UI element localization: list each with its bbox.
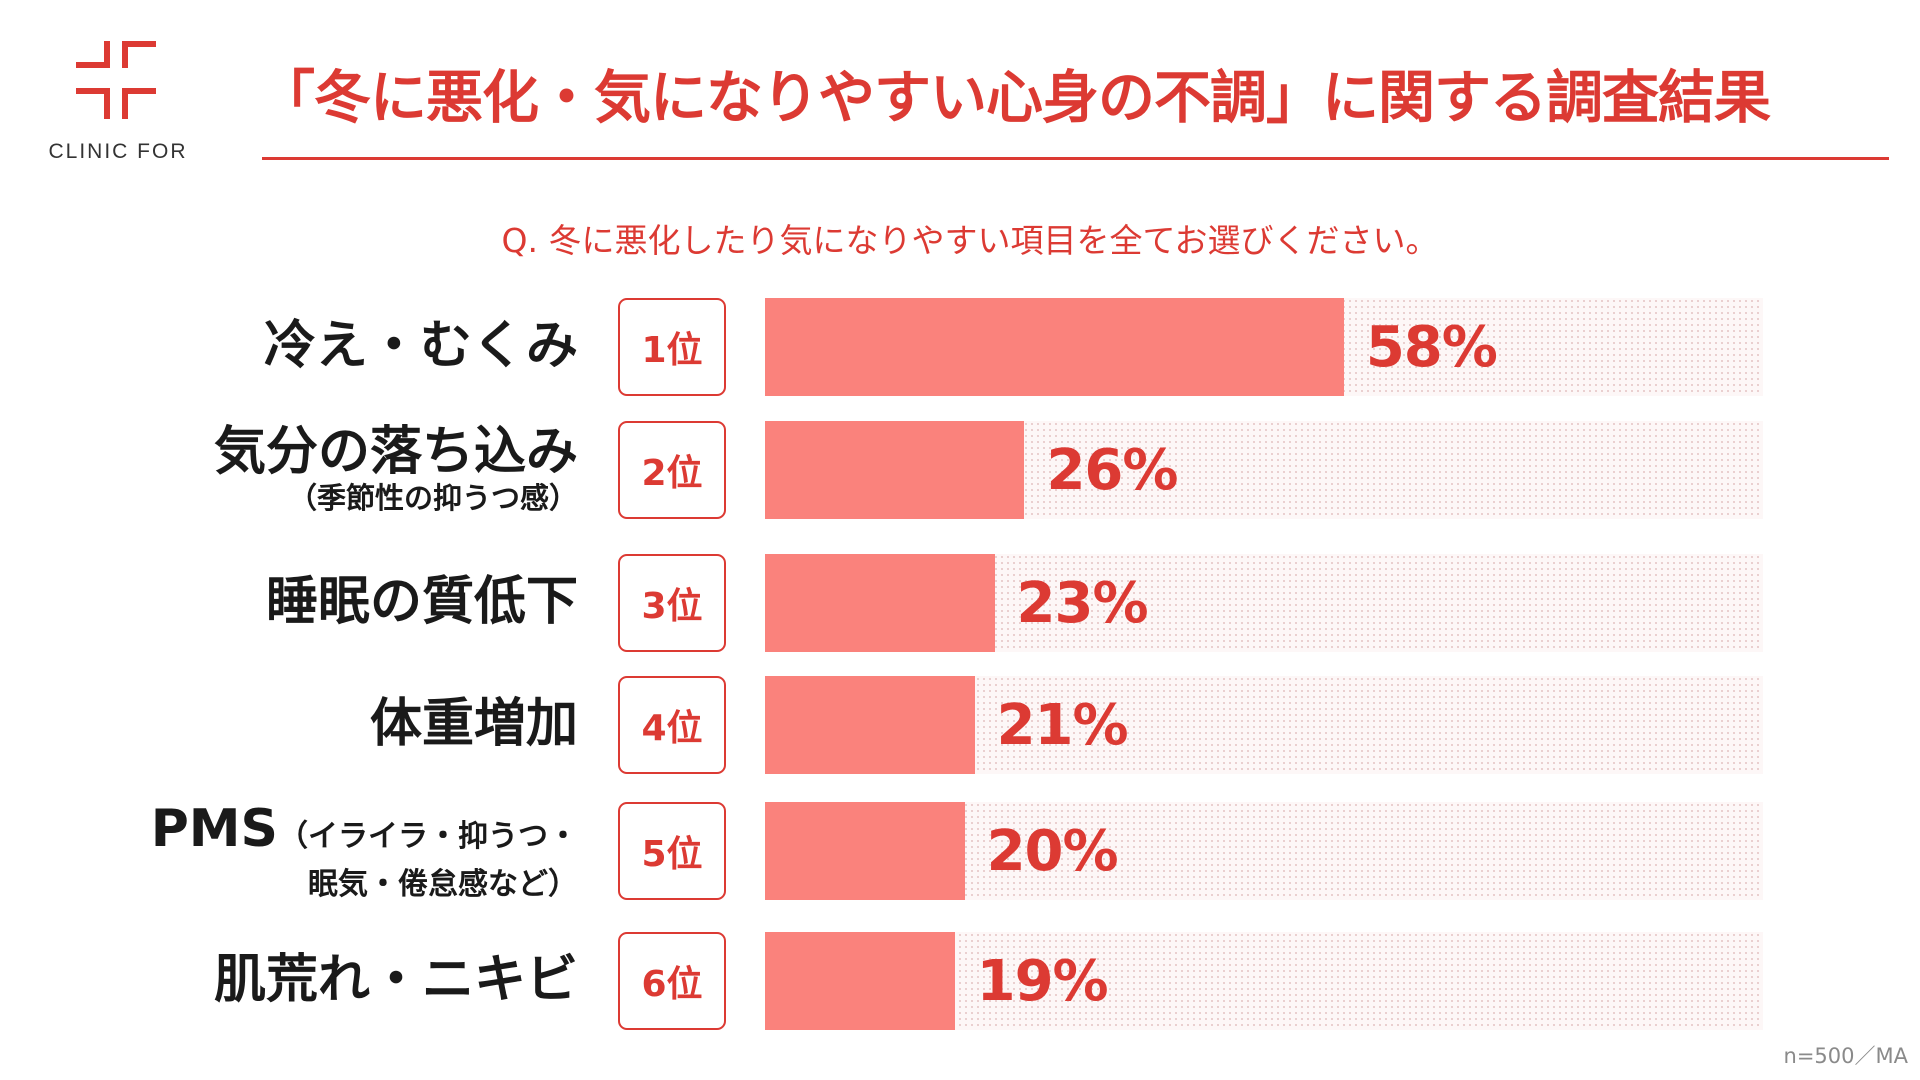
category-label-sub: （季節性の抑うつ感） [287, 481, 578, 516]
category-label-main: PMS [150, 799, 278, 859]
category-label-main: 気分の落ち込み [213, 422, 578, 482]
bar [765, 554, 995, 652]
category-label: PMS（イライラ・抑うつ・ 眠気・倦怠感など） [150, 799, 578, 902]
category-label: 冷え・むくみ [264, 298, 578, 396]
brand-name: CLINIC FOR [48, 140, 188, 163]
category-label: 体重増加 [370, 676, 578, 774]
bar-track: 19% [765, 932, 1763, 1030]
rank-badge: 2位 [618, 421, 726, 519]
clinic-for-logo-icon [76, 41, 156, 119]
category-label-main: 冷え・むくみ [263, 316, 578, 377]
bar-track: 23% [765, 554, 1763, 652]
bar-track: 21% [765, 676, 1763, 774]
bar [765, 298, 1344, 396]
page-title: 「冬に悪化・気になりやすい心身の不調」に関する調査結果 [258, 65, 1771, 131]
value-label: 26% [1046, 437, 1178, 503]
rank-badge: 3位 [618, 554, 726, 652]
category-label: 気分の落ち込み （季節性の抑うつ感） [214, 421, 578, 519]
category-label: 睡眠の質低下 [266, 554, 578, 652]
category-label-main: 睡眠の質低下 [265, 572, 578, 633]
category-label-main: 体重増加 [369, 694, 578, 755]
bar [765, 802, 965, 900]
category-label-sub2: 眠気・倦怠感など） [308, 867, 578, 902]
bar-row: 睡眠の質低下 3位 23% [0, 554, 1920, 652]
value-label: 19% [976, 948, 1109, 1014]
bar-track: 20% [765, 802, 1763, 900]
bar [765, 421, 1025, 519]
rank-badge: 1位 [618, 298, 726, 396]
category-label-sub: （イライラ・抑うつ・ [278, 819, 578, 854]
title-divider [262, 157, 1889, 160]
bar [765, 676, 975, 774]
survey-question: Q. 冬に悪化したり気になりやすい項目を全てお選びください。 [501, 221, 1439, 260]
bar-row: 体重増加 4位 21% [0, 676, 1920, 774]
bar-track: 26% [765, 421, 1763, 519]
value-label: 20% [986, 818, 1119, 884]
category-label-main: 肌荒れ・ニキビ [213, 950, 578, 1011]
rank-badge: 6位 [618, 932, 726, 1030]
value-label: 23% [1016, 570, 1149, 636]
rank-badge: 5位 [618, 802, 726, 900]
bar-track: 58% [765, 298, 1763, 396]
sample-size-note: n=500／MA [1783, 1044, 1908, 1068]
bar-row: 冷え・むくみ 1位 58% [0, 298, 1920, 396]
value-label: 58% [1365, 314, 1498, 380]
bar-row: 肌荒れ・ニキビ 6位 19% [0, 932, 1920, 1030]
bar-row: 気分の落ち込み （季節性の抑うつ感） 2位 26% [0, 421, 1920, 519]
bar-row: PMS（イライラ・抑うつ・ 眠気・倦怠感など） 5位 20% [0, 799, 1920, 902]
value-label: 21% [996, 692, 1129, 758]
bar [765, 932, 955, 1030]
rank-badge: 4位 [618, 676, 726, 774]
category-label: 肌荒れ・ニキビ [214, 932, 578, 1030]
